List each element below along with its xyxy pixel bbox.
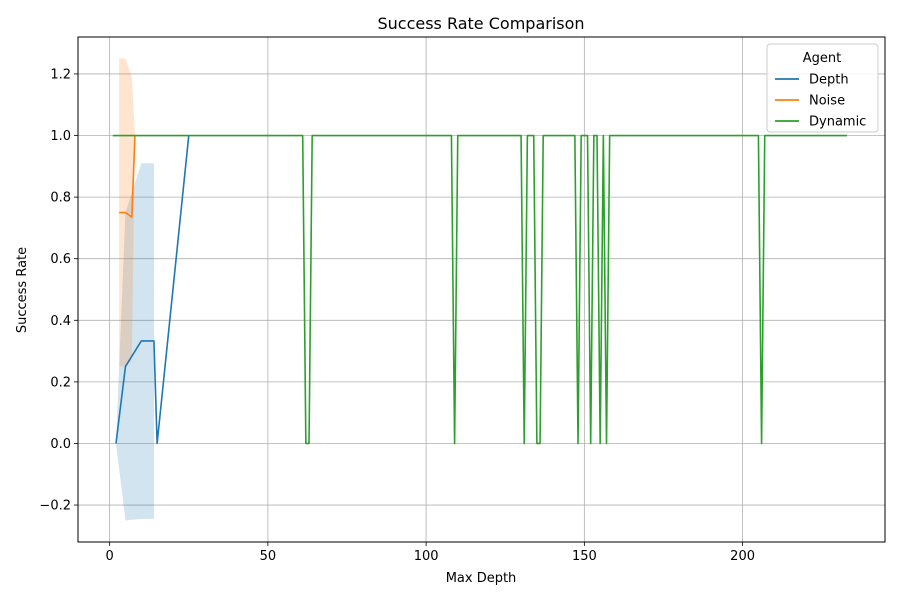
chart-title: Success Rate Comparison bbox=[377, 14, 584, 33]
y-tick-label: 0.0 bbox=[50, 437, 71, 452]
legend-title: Agent bbox=[803, 51, 841, 66]
y-tick-label: 0.2 bbox=[50, 375, 71, 390]
series-line-depth bbox=[115, 135, 190, 445]
band-depth bbox=[115, 163, 154, 521]
legend-entry-noise: Noise bbox=[809, 94, 845, 109]
series-line-noise bbox=[119, 135, 136, 218]
y-tick-label: 0.4 bbox=[50, 314, 71, 329]
y-tick-label: −0.2 bbox=[39, 499, 71, 514]
y-tick-label: 0.8 bbox=[50, 191, 71, 206]
x-tick-label: 50 bbox=[260, 549, 277, 564]
x-tick-label: 150 bbox=[572, 549, 597, 564]
x-tick-label: 100 bbox=[414, 549, 439, 564]
axis-ticks: 0 50 100 150 200 −0.2 0.0 0.2 0.4 0.6 0.8 1.0 1.2 bbox=[39, 67, 755, 564]
legend-frame bbox=[766, 43, 879, 133]
y-tick-label: 0.6 bbox=[50, 252, 71, 267]
plot-frame bbox=[77, 36, 886, 543]
confidence-bands bbox=[115, 58, 154, 521]
series-line-dynamic bbox=[112, 134, 848, 445]
legend-entry-depth: Depth bbox=[809, 73, 849, 88]
x-tick-label: 200 bbox=[730, 549, 755, 564]
y-axis-label: Success Rate bbox=[15, 247, 30, 333]
x-axis-label: Max Depth bbox=[446, 571, 517, 586]
x-tick-label: 0 bbox=[106, 549, 114, 564]
series-lines bbox=[112, 134, 848, 445]
y-tick-label: 1.2 bbox=[50, 67, 71, 82]
legend: Agent Depth Noise Dynamic bbox=[766, 43, 879, 133]
legend-entry-dynamic: Dynamic bbox=[809, 115, 866, 130]
y-tick-label: 1.0 bbox=[50, 129, 71, 144]
